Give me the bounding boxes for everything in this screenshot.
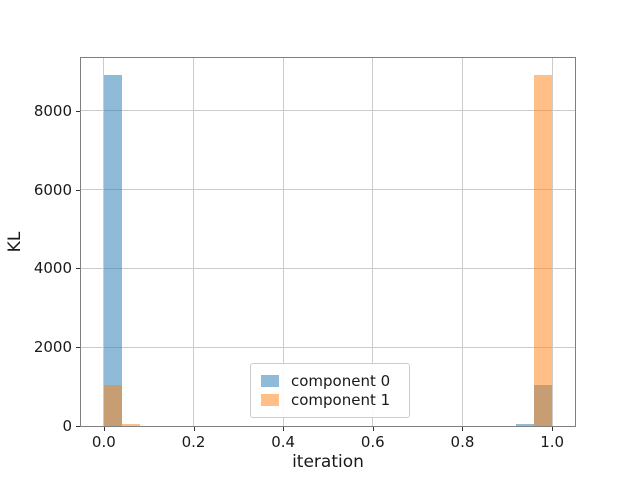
- gridline-horizontal: [81, 110, 575, 112]
- y-tick-mark: [76, 268, 80, 270]
- legend: component 0 component 1: [250, 363, 410, 418]
- gridline-vertical: [551, 58, 553, 426]
- x-tick-mark: [462, 427, 464, 431]
- x-axis-label: iteration: [292, 452, 364, 472]
- legend-entry: component 1: [261, 391, 399, 409]
- y-tick-mark: [76, 426, 80, 427]
- gridline-horizontal: [81, 267, 575, 269]
- x-tick-label: 0.0: [91, 433, 116, 451]
- y-tick-label: 0: [62, 417, 72, 435]
- gridline-horizontal: [81, 189, 575, 191]
- gridline-vertical: [282, 58, 284, 426]
- x-tick-mark: [283, 427, 285, 431]
- legend-swatch-component-1: [261, 394, 279, 407]
- gridline-vertical: [461, 58, 463, 426]
- y-tick-label: 4000: [33, 259, 72, 278]
- bar-component-1: [534, 75, 553, 426]
- gridline-horizontal: [81, 346, 575, 348]
- x-tick-mark: [193, 427, 195, 431]
- x-tick-label: 0.4: [271, 433, 296, 451]
- y-axis-label: KL: [5, 231, 25, 253]
- x-tick-mark: [103, 427, 105, 431]
- y-tick-label: 6000: [33, 180, 72, 199]
- x-tick-label: 0.6: [360, 433, 385, 451]
- gridline-vertical: [372, 58, 374, 426]
- bar-component-1: [121, 423, 140, 426]
- y-tick-mark: [76, 189, 80, 191]
- y-tick-label: 2000: [33, 338, 72, 357]
- legend-entry: component 0: [261, 372, 399, 390]
- x-tick-mark: [552, 427, 554, 431]
- y-tick-mark: [76, 110, 80, 112]
- legend-label: component 1: [291, 391, 391, 410]
- x-tick-label: 0.8: [450, 433, 475, 451]
- x-tick-label: 0.2: [181, 433, 206, 451]
- y-tick-mark: [76, 347, 80, 349]
- bar-component-0: [516, 423, 535, 426]
- x-tick-mark: [372, 427, 374, 431]
- x-tick-label: 1.0: [540, 433, 565, 451]
- legend-swatch-component-0: [261, 374, 279, 387]
- bar-component-1: [103, 384, 122, 426]
- legend-label: component 0: [291, 371, 391, 390]
- bars-layer: [81, 58, 575, 426]
- bar-component-0: [103, 75, 122, 426]
- gridline-vertical: [193, 58, 195, 426]
- y-tick-label: 8000: [33, 101, 72, 120]
